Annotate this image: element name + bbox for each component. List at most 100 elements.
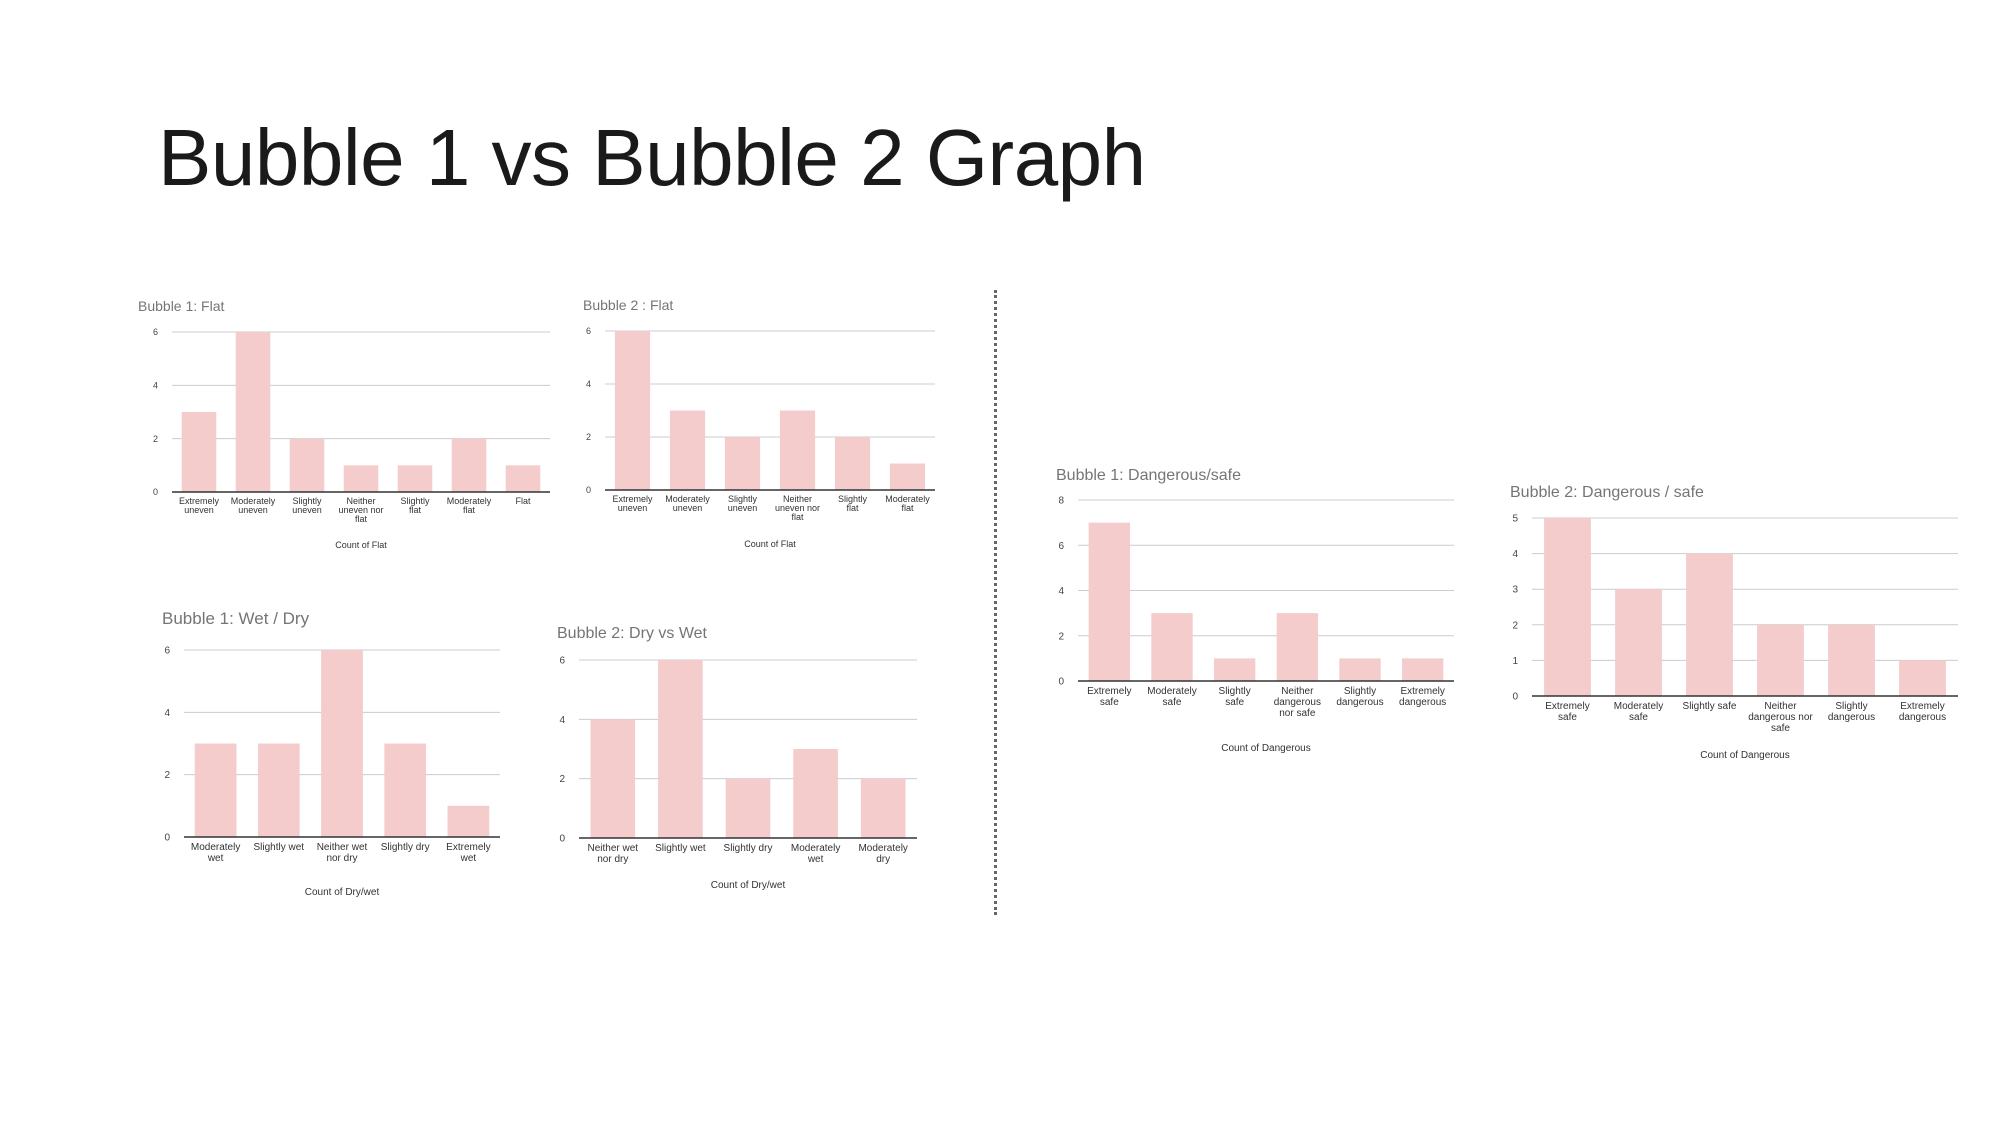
bar-moderately-uneven <box>669 410 706 490</box>
chart-title: Bubble 2 : Flat <box>583 297 673 313</box>
y-tick-label: 2 <box>1058 631 1064 642</box>
slide-title: Bubble 1 vs Bubble 2 Graph <box>158 113 1146 202</box>
chart-svg: Bubble 2: Dangerous / safe 0 1 2 3 4 5 Extremel… <box>1510 484 1958 761</box>
y-tick-label: 2 <box>1512 620 1518 631</box>
x-category-label: Moderately wet <box>191 842 240 864</box>
x-category-label: Slightly wet <box>254 842 305 853</box>
bar-extremely-wet <box>447 805 490 837</box>
x-category-label: Extremely uneven <box>179 496 220 515</box>
bar-slightly-uneven <box>289 438 325 492</box>
x-category-label: Slightly dry <box>724 843 773 854</box>
bar-slightly-dry <box>725 778 771 838</box>
x-category-label: Slightly dry <box>381 842 430 853</box>
x-category-label: Slightly wet <box>655 843 706 854</box>
bar-slightly-uneven <box>724 437 761 490</box>
x-axis-label: Count of Flat <box>744 539 796 549</box>
y-tick-label: 2 <box>586 432 591 442</box>
bar-slightly-dangerous <box>1828 624 1875 696</box>
y-tick-label: 2 <box>164 770 170 781</box>
y-tick-label: 4 <box>586 379 591 389</box>
chart-title: Bubble 1: Flat <box>138 298 224 314</box>
bar-slightly-safe <box>1686 553 1733 696</box>
chart-svg: Bubble 1: Dangerous/safe 0 2 4 6 8 Extremely sa… <box>1056 467 1454 754</box>
bar-neither-uneven-nor-flat <box>343 465 379 492</box>
chart-bubble2-dangerous-safe: Bubble 2: Dangerous / safe 0 1 2 3 4 5 Extremel… <box>1510 484 1980 764</box>
bar-neither-uneven-nor-flat <box>779 410 816 490</box>
bar-slightly-flat <box>397 465 433 492</box>
y-tick-label: 8 <box>1058 496 1064 507</box>
bar-moderately-safe <box>1615 589 1662 696</box>
y-tick-label: 4 <box>1058 586 1064 597</box>
x-category-label: Slightly safe <box>1219 686 1251 708</box>
bar-extremely-dangerous <box>1899 660 1946 696</box>
bar-slightly-wet <box>658 660 703 838</box>
y-tick-label: 6 <box>1058 541 1064 552</box>
bar-slightly-wet <box>257 743 300 837</box>
bar-neither-dangerous-nor-safe <box>1757 624 1804 696</box>
bar-extremely-uneven <box>614 331 651 490</box>
x-axis-label: Count of Dry/wet <box>711 880 786 891</box>
x-category-label: Extremely dangerous <box>1899 701 1946 723</box>
chart-bubble1-flat: Bubble 1: Flat 0 2 4 6 Extremely uneven Moderat… <box>138 298 558 554</box>
chart-bubble2-drywet: Bubble 2: Dry vs Wet 0 2 4 6 Neither wet nor d… <box>557 624 937 894</box>
x-axis-label: Count of Flat <box>335 540 387 550</box>
x-category-label: Moderately wet <box>791 843 840 865</box>
x-category-label: Extremely safe <box>1087 686 1131 708</box>
bar-neither-wet-nor-dry <box>590 719 636 838</box>
bar-neither-wet-nor-dry <box>321 650 363 837</box>
y-tick-label: 4 <box>153 380 158 390</box>
chart-title: Bubble 2: Dry vs Wet <box>557 625 708 642</box>
dotted-divider <box>994 290 997 915</box>
bar-moderately-uneven <box>235 332 271 492</box>
x-category-label: Slightly safe <box>1683 701 1737 712</box>
chart-svg: Bubble 2 : Flat 0 2 4 6 Extremely uneven Modera… <box>583 297 935 549</box>
bar-extremely-uneven <box>181 412 217 492</box>
bar-flat <box>505 465 541 492</box>
x-category-label: Moderately safe <box>1614 701 1663 723</box>
x-category-label: Slightly flat <box>838 494 868 513</box>
y-tick-label: 0 <box>164 833 170 844</box>
y-tick-label: 0 <box>1512 692 1518 703</box>
x-category-label: Neither dangerous nor safe <box>1274 686 1321 719</box>
y-tick-label: 0 <box>586 485 591 495</box>
x-category-label: Moderately safe <box>1147 686 1196 708</box>
x-axis-label: Count of Dangerous <box>1221 743 1311 754</box>
y-tick-label: 2 <box>559 774 565 785</box>
y-tick-label: 0 <box>153 487 158 497</box>
bar-extremely-safe <box>1544 518 1591 696</box>
y-tick-label: 3 <box>1512 585 1518 596</box>
y-tick-label: 6 <box>586 326 591 336</box>
bar-slightly-dry <box>384 743 427 837</box>
x-category-label: Slightly uneven <box>728 494 758 513</box>
chart-svg: Bubble 1: Flat 0 2 4 6 Extremely uneven Moderat… <box>138 298 550 550</box>
bar-moderately-wet <box>194 743 237 837</box>
y-tick-label: 4 <box>1512 549 1518 560</box>
x-axis-label: Count of Dry/wet <box>305 887 380 898</box>
bar-extremely-safe <box>1088 522 1131 681</box>
x-category-label: Neither wet nor dry <box>317 842 368 864</box>
bar-moderately-flat <box>451 438 487 492</box>
y-tick-label: 0 <box>559 834 565 845</box>
chart-bubble1-dangerous-safe: Bubble 1: Dangerous/safe 0 2 4 6 8 Extremely sa… <box>1056 467 1466 757</box>
x-category-label: Neither uneven nor flat <box>775 494 820 522</box>
y-tick-label: 5 <box>1512 514 1518 525</box>
chart-svg: Bubble 1: Wet / Dry 0 2 4 6 Moderately wet Slig… <box>162 609 500 898</box>
chart-svg: Bubble 2: Dry vs Wet 0 2 4 6 Neither wet nor d… <box>557 625 917 891</box>
x-category-label: Neither dangerous nor safe <box>1748 701 1813 734</box>
x-category-label: Slightly uneven <box>292 496 322 515</box>
chart-title: Bubble 1: Wet / Dry <box>162 609 310 628</box>
y-tick-label: 6 <box>559 656 565 667</box>
y-tick-label: 1 <box>1512 656 1518 667</box>
bar-slightly-dangerous <box>1339 658 1381 681</box>
x-category-label: Slightly dangerous <box>1336 686 1383 708</box>
x-category-label: Neither wet nor dry <box>588 843 639 865</box>
bar-moderately-dry <box>860 778 906 838</box>
bar-extremely-dangerous <box>1401 658 1444 681</box>
x-category-label: Moderately dry <box>858 843 907 865</box>
y-tick-label: 2 <box>153 434 158 444</box>
x-category-label: Moderately flat <box>885 494 930 513</box>
chart-bubble2-flat: Bubble 2 : Flat 0 2 4 6 Extremely uneven Modera… <box>583 297 943 553</box>
bar-neither-dangerous-nor-safe <box>1276 613 1319 681</box>
x-category-label: Slightly dangerous <box>1828 701 1875 723</box>
x-category-label: Extremely safe <box>1545 701 1589 723</box>
